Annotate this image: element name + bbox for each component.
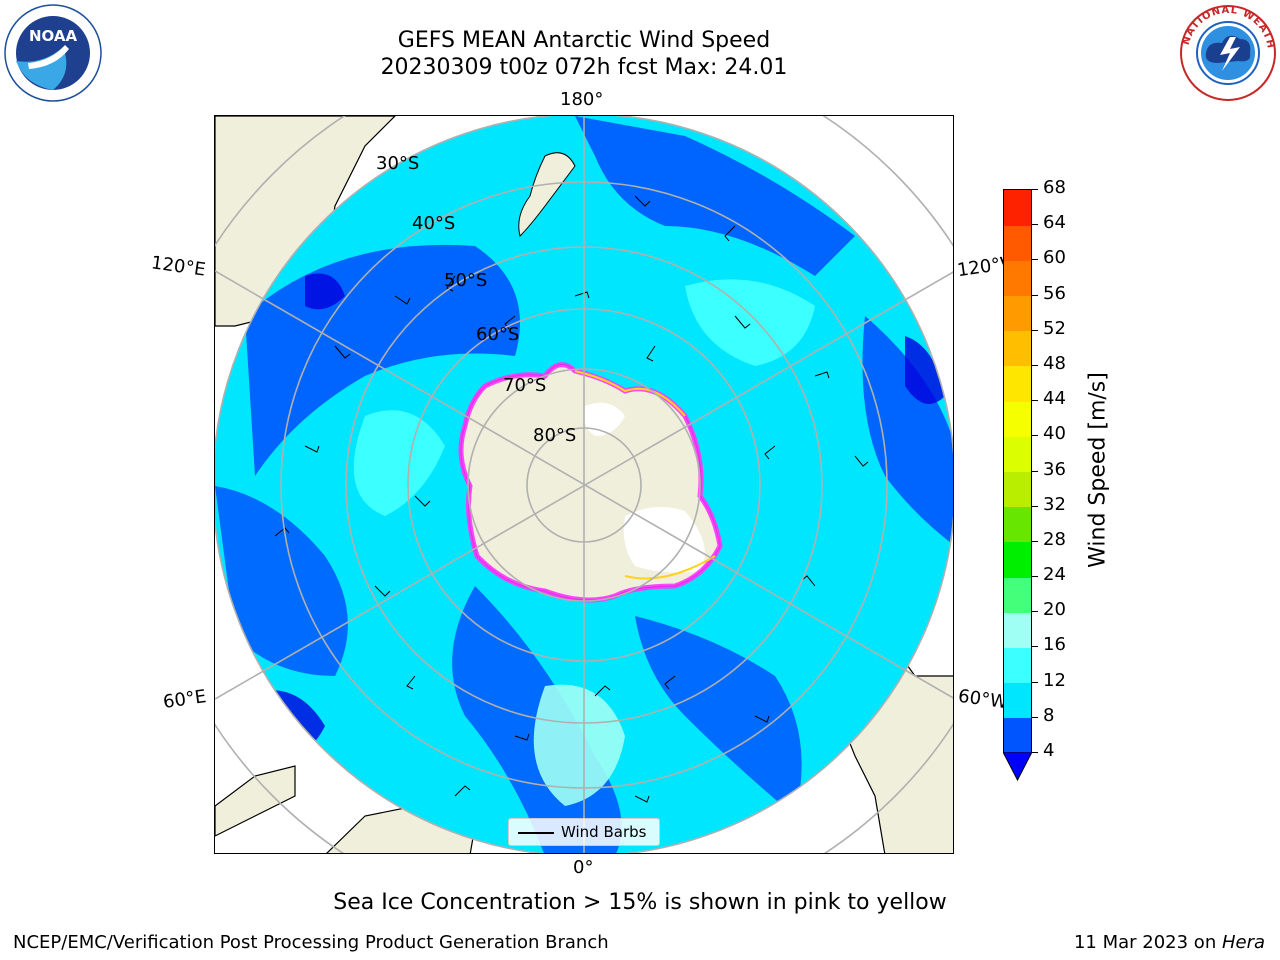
colorbar-segment — [1004, 506, 1031, 543]
colorbar-tick-label: 36 — [1043, 458, 1066, 480]
colorbar-segment — [1004, 717, 1031, 754]
colorbar-tick — [1032, 752, 1038, 753]
colorbar-tick-label: 44 — [1043, 388, 1066, 410]
colorbar-tick-label: 12 — [1043, 669, 1066, 691]
legend-line-icon — [518, 832, 554, 834]
svg-text:NOAA: NOAA — [29, 27, 78, 45]
ross-ice — [583, 402, 625, 436]
colorbar-tick-label: 20 — [1043, 599, 1066, 621]
sea-ice-note: Sea Ice Concentration > 15% is shown in … — [333, 890, 947, 915]
colorbar-extend-arrow — [1003, 752, 1033, 782]
colorbar-tick — [1032, 259, 1038, 261]
chart-title: GEFS MEAN Antarctic Wind Speed — [397, 28, 771, 53]
colorbar-tick-label: 68 — [1043, 177, 1066, 198]
colorbar-tick — [1032, 611, 1038, 613]
colorbar-tick-label: 60 — [1043, 247, 1066, 269]
colorbar-tick — [1032, 435, 1038, 437]
colorbar-tick-label: 40 — [1043, 423, 1066, 445]
colorbar-tick — [1032, 400, 1038, 402]
footer-date-text: 11 Mar 2023 on — [1073, 932, 1222, 953]
colorbar-segment — [1004, 225, 1031, 261]
colorbar-segment — [1004, 612, 1031, 648]
colorbar-segment — [1004, 365, 1031, 402]
colorbar-tick-label: 24 — [1043, 564, 1066, 586]
footer-credit: NCEP/EMC/Verification Post Processing Pr… — [13, 932, 609, 953]
lon-label-60e: 60°E — [161, 686, 208, 713]
map-area — [214, 115, 954, 854]
colorbar-segment — [1004, 295, 1031, 332]
footer-date: 11 Mar 2023 on Hera — [1074, 932, 1265, 953]
colorbar-tick — [1032, 646, 1038, 648]
colorbar-segment — [1004, 682, 1031, 719]
lon-label-0: 0° — [573, 857, 594, 878]
map-legend: Wind Barbs — [508, 818, 660, 846]
lon-label-120e: 120°E — [149, 252, 207, 281]
colorbar-segment — [1004, 401, 1031, 437]
lat-label-60s: 60°S — [476, 324, 520, 345]
colorbar-segment — [1004, 436, 1031, 472]
colorbar-tick-label: 4 — [1043, 740, 1055, 761]
colorbar-tick-label: 16 — [1043, 634, 1066, 656]
chart-subtitle: 20230309 t00z 072h fcst Max: 24.01 — [380, 55, 788, 80]
colorbar-tick — [1032, 189, 1038, 190]
colorbar-tick-label: 56 — [1043, 282, 1066, 304]
colorbar — [1003, 189, 1032, 754]
noa-logo: NOAA — [4, 4, 102, 102]
colorbar-tick-label: 52 — [1043, 317, 1066, 339]
graticule — [215, 116, 953, 853]
colorbar-segment — [1004, 330, 1031, 367]
colorbar-tick-label: 48 — [1043, 352, 1066, 374]
lon-label-180: 180° — [560, 89, 604, 110]
colorbar-tick — [1032, 576, 1038, 578]
colorbar-tick — [1032, 224, 1038, 226]
lat-label-50s: 50°S — [444, 270, 488, 291]
lon-label-60w: 60°W — [956, 685, 1009, 714]
colorbar-tick-label: 28 — [1043, 528, 1066, 550]
colorbar-title: Wind Speed [m/s] — [1085, 372, 1111, 568]
colorbar-tick — [1032, 505, 1038, 507]
colorbar-segment — [1004, 577, 1031, 613]
colorbar-tick-label: 8 — [1043, 704, 1055, 726]
footer-host: Hera — [1221, 932, 1265, 953]
colorbar-segment — [1004, 471, 1031, 508]
colorbar-tick-label: 32 — [1043, 493, 1066, 515]
legend-label: Wind Barbs — [561, 823, 647, 841]
colorbar-tick — [1032, 329, 1038, 331]
lat-label-40s: 40°S — [412, 213, 456, 234]
colorbar-tick — [1032, 470, 1038, 472]
lat-label-30s: 30°S — [376, 153, 420, 174]
colorbar-segment — [1004, 541, 1031, 578]
colorbar-segment — [1004, 647, 1031, 684]
map-canvas — [215, 116, 953, 853]
lat-label-80s: 80°S — [533, 425, 577, 446]
colorbar-tick-label: 64 — [1043, 212, 1066, 234]
weddell-ice — [623, 507, 705, 573]
colorbar-tick — [1032, 364, 1038, 366]
colorbar-tick — [1032, 294, 1038, 296]
colorbar-tick — [1032, 716, 1038, 718]
colorbar-segment — [1004, 190, 1031, 226]
colorbar-tick — [1032, 540, 1038, 542]
nws-logo: NATIONAL WEATHER SERVICE — [1178, 3, 1276, 101]
colorbar-tick — [1032, 681, 1038, 683]
lat-label-70s: 70°S — [503, 375, 547, 396]
colorbar-segment — [1004, 260, 1031, 297]
